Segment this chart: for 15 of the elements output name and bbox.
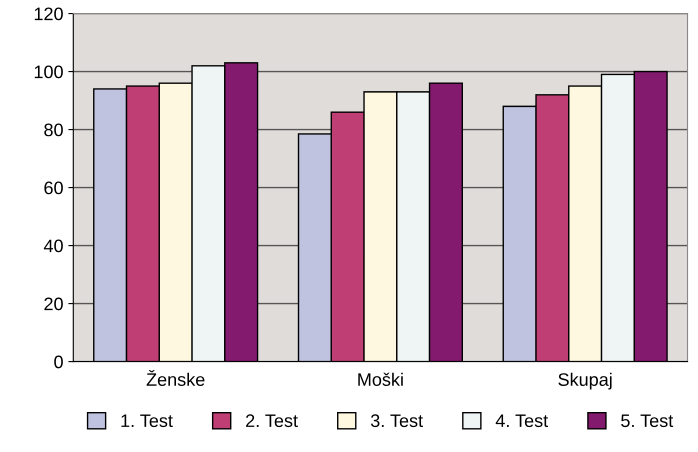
legend-label: 5. Test <box>621 414 674 428</box>
x-tick-label: Moški <box>358 372 403 386</box>
y-tick-label: 60 <box>44 182 63 194</box>
x-tick-label: Ženske <box>146 370 204 386</box>
y-tick-label: 80 <box>44 124 63 136</box>
y-tick-label: 20 <box>44 298 63 310</box>
legend-label: 4. Test <box>496 414 548 428</box>
x-tick-label: Skupaj <box>558 372 612 390</box>
legend-label: 2. Test <box>246 414 298 428</box>
y-tick-label: 100 <box>34 66 63 78</box>
y-tick-label: 0 <box>54 356 63 368</box>
y-tick-label: 40 <box>44 240 63 252</box>
legend-label: 3. Test <box>370 414 423 428</box>
legend-label: 1. Test <box>121 414 173 428</box>
y-tick-label: 120 <box>34 7 63 20</box>
